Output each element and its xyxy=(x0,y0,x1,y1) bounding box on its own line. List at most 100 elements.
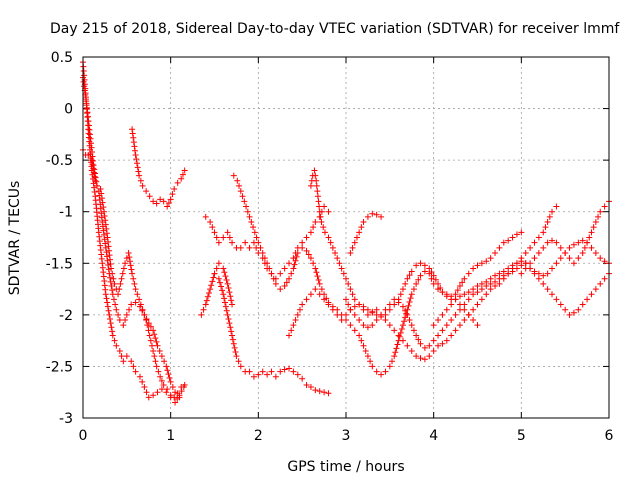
data-point xyxy=(230,172,237,179)
data-point xyxy=(394,341,401,348)
data-point xyxy=(215,275,222,282)
data-point xyxy=(314,193,321,200)
data-point xyxy=(153,338,160,345)
data-point xyxy=(171,186,178,193)
data-point xyxy=(305,251,312,258)
grid-lines xyxy=(83,57,609,418)
data-point xyxy=(107,278,114,285)
data-point xyxy=(395,332,402,339)
data-point xyxy=(461,301,468,308)
data-point xyxy=(104,303,111,310)
data-point xyxy=(150,198,157,205)
data-point xyxy=(456,306,463,313)
series-arc-f xyxy=(211,270,332,397)
data-point xyxy=(316,203,323,210)
data-point xyxy=(116,347,123,354)
data-point xyxy=(226,234,233,241)
data-point xyxy=(130,139,137,146)
data-point xyxy=(93,178,100,185)
data-point xyxy=(270,275,277,282)
data-point xyxy=(474,262,481,269)
series-arc-i xyxy=(307,167,560,363)
data-point xyxy=(299,301,306,308)
data-point xyxy=(134,160,141,167)
data-point xyxy=(343,317,349,324)
data-point xyxy=(369,322,376,329)
data-point xyxy=(364,353,371,360)
data-point xyxy=(100,204,107,211)
data-point xyxy=(391,353,398,360)
x-tick-label: 6 xyxy=(605,428,614,444)
data-point xyxy=(164,386,171,393)
data-point xyxy=(303,234,310,241)
data-point xyxy=(329,244,336,251)
data-point xyxy=(224,280,231,287)
data-point xyxy=(557,255,564,262)
data-point xyxy=(286,260,293,267)
data-point xyxy=(312,265,319,272)
data-point xyxy=(104,299,111,306)
data-point xyxy=(102,244,109,251)
data-point xyxy=(108,265,115,272)
series-arc-c xyxy=(80,74,188,401)
data-point xyxy=(290,368,297,375)
data-point xyxy=(313,182,320,189)
data-point xyxy=(109,270,116,277)
data-point xyxy=(378,371,385,378)
data-point xyxy=(588,291,595,298)
data-point xyxy=(592,286,599,293)
data-point xyxy=(131,143,138,150)
data-point xyxy=(325,234,332,241)
data-point xyxy=(398,326,405,333)
data-point xyxy=(345,301,352,308)
data-point xyxy=(465,296,472,303)
data-point xyxy=(518,229,525,236)
data-point xyxy=(492,249,499,256)
data-point xyxy=(566,311,573,318)
data-point xyxy=(601,258,608,265)
data-point xyxy=(435,317,442,324)
data-point xyxy=(294,311,301,318)
series-arc-g xyxy=(230,172,349,324)
data-point xyxy=(290,265,297,272)
data-point xyxy=(321,296,328,303)
data-point xyxy=(320,224,327,231)
data-point xyxy=(239,193,246,200)
data-point xyxy=(211,270,218,277)
data-point xyxy=(88,157,95,164)
data-point xyxy=(527,244,534,251)
data-point xyxy=(496,244,503,251)
data-point xyxy=(351,239,358,246)
data-point xyxy=(135,168,142,175)
data-point xyxy=(237,244,244,251)
data-point xyxy=(456,282,463,289)
data-point xyxy=(364,306,371,313)
data-point xyxy=(167,392,174,399)
data-point xyxy=(461,291,468,298)
data-point xyxy=(243,203,250,210)
data-point xyxy=(221,269,228,276)
data-point xyxy=(397,291,404,298)
data-point xyxy=(120,322,127,329)
x-tick-label: 2 xyxy=(254,428,263,444)
data-point xyxy=(231,344,238,351)
data-point xyxy=(334,255,341,262)
data-point xyxy=(590,224,597,231)
data-point xyxy=(399,337,406,344)
data-point xyxy=(316,280,323,287)
data-point xyxy=(89,153,96,160)
data-point xyxy=(356,301,363,308)
data-point xyxy=(250,373,257,380)
data-point xyxy=(535,270,542,277)
data-point xyxy=(207,286,214,293)
data-point xyxy=(347,306,354,313)
data-point xyxy=(483,258,490,265)
series-arc-n xyxy=(347,210,385,256)
data-point xyxy=(104,234,111,241)
data-point xyxy=(316,388,323,395)
data-point xyxy=(233,353,240,360)
data-point xyxy=(171,394,178,401)
data-point xyxy=(220,234,227,241)
data-point xyxy=(98,251,105,258)
